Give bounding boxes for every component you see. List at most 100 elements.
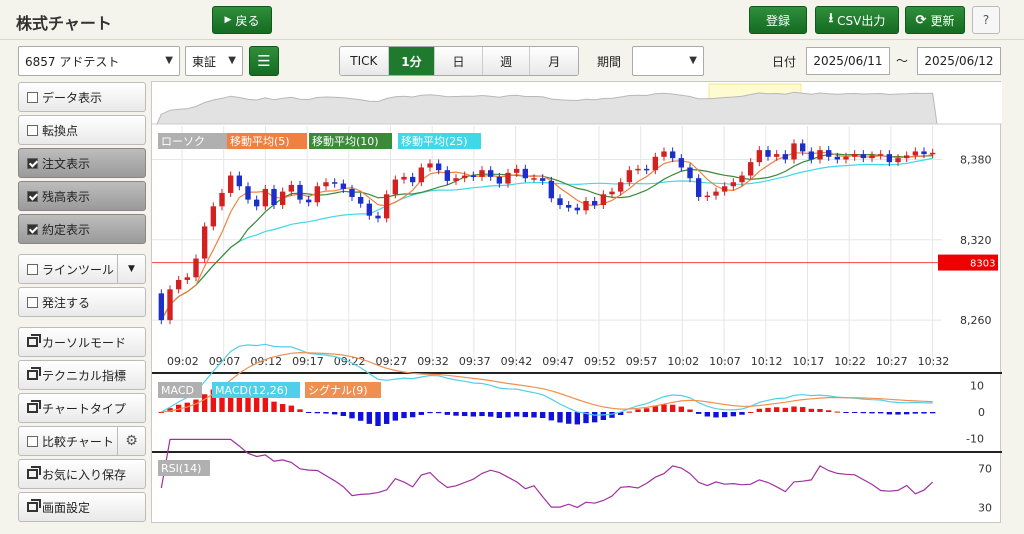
- macd-histogram-bar: [808, 408, 815, 412]
- tab-1min[interactable]: 1分: [388, 47, 436, 75]
- back-button[interactable]: ▶ 戻る: [212, 6, 272, 34]
- macd-histogram-bar: [591, 412, 598, 423]
- candle: [825, 150, 832, 157]
- interval-tabs: TICK 1分 日 週 月: [339, 46, 579, 76]
- sidebar-item-screen-settings[interactable]: 画面設定: [18, 492, 146, 522]
- window-icon: [27, 400, 41, 413]
- tab-day[interactable]: 日: [435, 47, 483, 75]
- candle: [557, 198, 563, 205]
- x-tick-label: 09:27: [376, 355, 408, 368]
- sidebar-item-execution-display[interactable]: 約定表示: [18, 214, 146, 244]
- macd-histogram-bar: [253, 394, 260, 412]
- macd-y-tick: -10: [966, 432, 984, 445]
- macd-histogram-bar: [548, 412, 555, 421]
- candle: [444, 170, 451, 181]
- ma10-line: [160, 153, 933, 321]
- sidebar-item-cursor-mode[interactable]: カーソルモード: [18, 327, 146, 357]
- legend-candle: ローソク: [161, 135, 205, 148]
- sidebar-item-chart-type[interactable]: チャートタイプ: [18, 393, 146, 423]
- sidebar-item-technical-indicator[interactable]: テクニカル指標: [18, 360, 146, 390]
- help-button[interactable]: ?: [972, 6, 1000, 34]
- window-icon: [27, 367, 41, 380]
- macd-histogram-bar: [773, 407, 780, 412]
- list-icon: ☰: [257, 52, 271, 70]
- candle: [687, 167, 693, 179]
- checkbox-icon: [27, 296, 38, 308]
- sidebar-item-data-display[interactable]: データ表示: [18, 82, 146, 112]
- chevron-down-icon[interactable]: ▼: [117, 255, 145, 283]
- macd-histogram-bar: [817, 408, 823, 412]
- macd-histogram-bar: [236, 384, 243, 412]
- stock-select[interactable]: 6857 アドテスト ▼: [18, 46, 180, 76]
- sidebar-item-order-display[interactable]: 注文表示: [18, 148, 146, 178]
- candle: [349, 188, 355, 197]
- macd-histogram-bar: [912, 412, 919, 414]
- macd-histogram-bar: [721, 412, 728, 418]
- macd-histogram-bar: [193, 399, 199, 412]
- sidebar-item-turning-point[interactable]: 転換点: [18, 115, 146, 145]
- candle: [635, 168, 641, 171]
- tab-month[interactable]: 月: [530, 47, 578, 75]
- macd-histogram-bar: [357, 412, 364, 421]
- macd-histogram-bar: [175, 404, 182, 412]
- sidebar-item-balance-display[interactable]: 残高表示: [18, 181, 146, 211]
- refresh-button[interactable]: ⟳ 更新: [905, 6, 965, 34]
- chevron-down-icon: ▼: [689, 55, 697, 66]
- date-to-input[interactable]: 2025/06/12: [917, 47, 1001, 75]
- x-tick-label: 10:22: [834, 355, 866, 368]
- candle: [409, 176, 416, 183]
- period-label: 期間: [597, 55, 622, 69]
- x-tick-label: 10:32: [918, 355, 950, 368]
- rsi-y-tick: 70: [978, 463, 992, 476]
- macd-histogram-bar: [617, 412, 624, 416]
- sidebar-item-compare-chart[interactable]: 比較チャート ⚙: [18, 426, 146, 456]
- candle: [175, 279, 182, 290]
- macd-histogram-bar: [661, 404, 667, 412]
- candle: [548, 180, 555, 199]
- candle: [236, 175, 243, 187]
- sidebar-item-line-tool[interactable]: ラインツール ▼: [18, 254, 146, 284]
- candle: [245, 186, 251, 200]
- candle: [479, 170, 485, 177]
- x-tick-label: 09:52: [584, 355, 616, 368]
- candle: [487, 170, 494, 177]
- candle: [747, 162, 754, 176]
- chart-panel[interactable]: 8,260 8,320 8,380 09:02 09:07 09:12 09:17 09:22…: [151, 81, 1002, 524]
- tab-week[interactable]: 週: [482, 47, 531, 75]
- csv-export-button[interactable]: ⭳ CSV出力: [815, 6, 899, 34]
- period-select[interactable]: ▼: [632, 46, 704, 76]
- ma25-line: [160, 157, 933, 321]
- x-tick-label: 09:42: [501, 355, 533, 368]
- macd-histogram-bar: [921, 412, 927, 414]
- sidebar-item-label: 画面設定: [42, 500, 91, 515]
- macd-histogram-bar: [271, 401, 277, 412]
- tab-tick[interactable]: TICK: [340, 47, 389, 75]
- candle: [695, 178, 702, 197]
- macd-histogram-bar: [869, 412, 875, 414]
- macd-histogram-bar: [583, 412, 589, 424]
- rsi-y-tick: 30: [978, 501, 992, 514]
- macd-histogram-bar: [695, 412, 702, 414]
- candle: [375, 215, 381, 219]
- candle: [392, 179, 399, 195]
- market-select[interactable]: 東証 ▼: [185, 46, 243, 76]
- sidebar-item-place-order[interactable]: 発注する: [18, 287, 146, 317]
- window-icon: [27, 334, 41, 347]
- legend-ma10-bg: [309, 133, 392, 149]
- candle: [929, 152, 936, 155]
- list-view-button[interactable]: ☰: [249, 46, 279, 76]
- register-button[interactable]: 登録: [749, 6, 807, 34]
- checkbox-icon: [27, 435, 38, 447]
- candle: [791, 143, 797, 160]
- date-from-input[interactable]: 2025/06/11: [806, 47, 890, 75]
- overview-area: [156, 91, 938, 125]
- macd-histogram-bar: [609, 412, 615, 418]
- gear-icon[interactable]: ⚙: [117, 427, 145, 455]
- legend-macd: MACD: [161, 384, 194, 397]
- legend-signal: シグナル(9): [308, 383, 368, 397]
- macd-histogram-bar: [262, 396, 269, 412]
- sidebar-item-save-favorite[interactable]: お気に入り保存: [18, 459, 146, 489]
- window-icon: [27, 466, 41, 479]
- macd-histogram-bar: [851, 412, 858, 413]
